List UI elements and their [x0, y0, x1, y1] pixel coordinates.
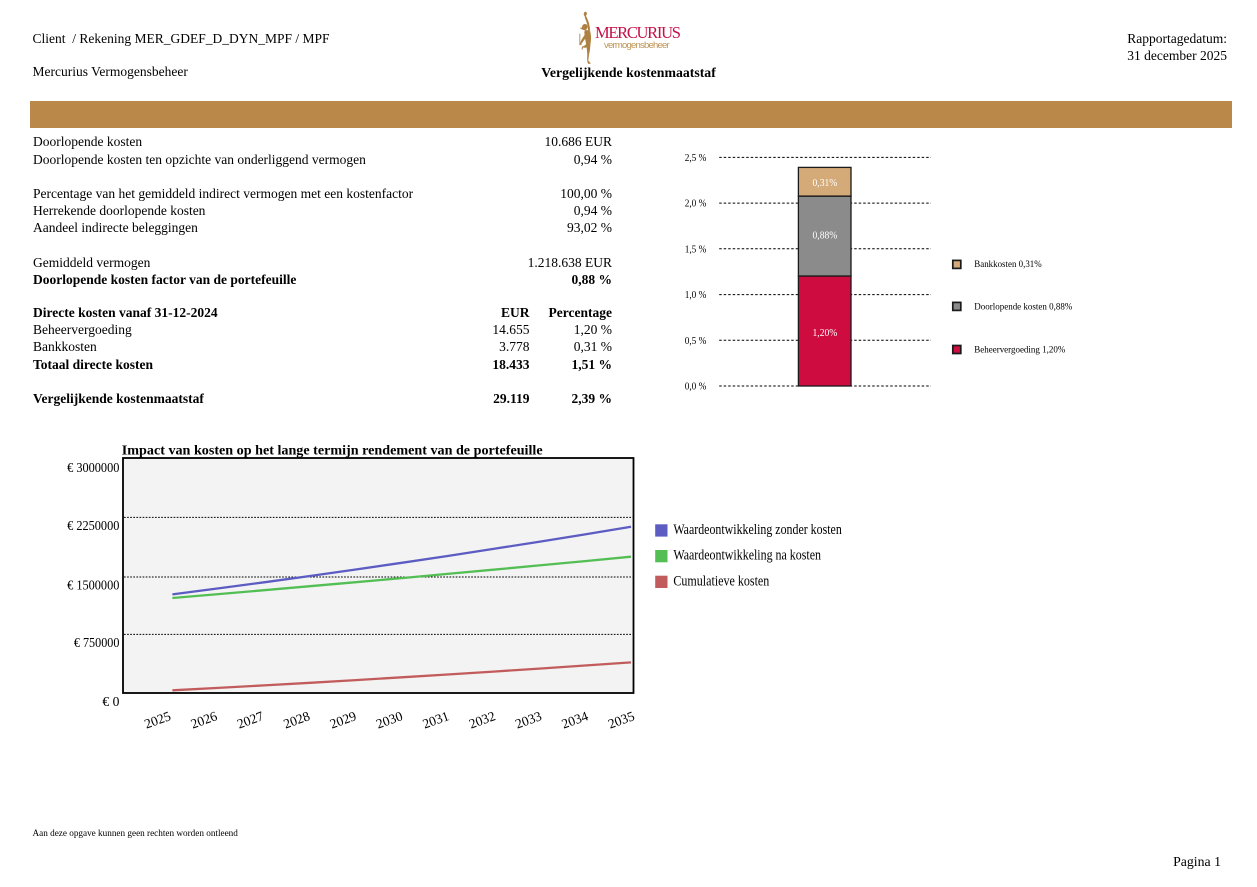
svg-text:Beheervergoeding 1,20%: Beheervergoeding 1,20%	[974, 344, 1065, 354]
svg-text:€ 1500000: € 1500000	[67, 578, 120, 593]
svg-text:0,5 %: 0,5 %	[685, 336, 707, 347]
svg-text:Waardeontwikkeling na kosten: Waardeontwikkeling na kosten	[673, 548, 821, 564]
svg-text:Doorlopende kosten 0,88%: Doorlopende kosten 0,88%	[974, 301, 1072, 311]
svg-text:1,5 %: 1,5 %	[685, 244, 707, 255]
svg-text:0,31%: 0,31%	[813, 177, 838, 189]
svg-text:2033: 2033	[513, 708, 544, 731]
svg-text:1,20%: 1,20%	[813, 327, 838, 339]
svg-text:0,88%: 0,88%	[813, 229, 838, 241]
svg-text:2030: 2030	[374, 708, 405, 731]
svg-text:0,0 %: 0,0 %	[685, 382, 707, 393]
svg-text:2,0 %: 2,0 %	[685, 199, 707, 210]
svg-text:€ 3000000: € 3000000	[67, 460, 120, 475]
svg-text:2031: 2031	[420, 708, 451, 731]
svg-text:2026: 2026	[189, 708, 220, 731]
svg-text:2025: 2025	[142, 708, 173, 731]
svg-text:2027: 2027	[235, 708, 266, 731]
svg-text:2034: 2034	[560, 708, 591, 731]
svg-text:Bankkosten 0,31%: Bankkosten 0,31%	[974, 259, 1042, 269]
svg-text:2029: 2029	[328, 708, 359, 731]
svg-text:€ 2250000: € 2250000	[67, 518, 120, 533]
svg-text:2035: 2035	[606, 708, 637, 731]
svg-text:1,0 %: 1,0 %	[685, 290, 707, 301]
svg-text:€ 0: € 0	[102, 694, 119, 709]
svg-text:Impact van kosten op het lange: Impact van kosten op het lange termijn r…	[122, 443, 543, 458]
svg-text:€ 750000: € 750000	[74, 635, 120, 650]
svg-text:2028: 2028	[281, 708, 312, 731]
svg-text:Waardeontwikkeling zonder kost: Waardeontwikkeling zonder kosten	[673, 522, 842, 538]
svg-text:Cumulatieve kosten: Cumulatieve kosten	[673, 573, 770, 589]
svg-text:2,5 %: 2,5 %	[685, 153, 707, 164]
svg-text:2032: 2032	[467, 708, 498, 731]
